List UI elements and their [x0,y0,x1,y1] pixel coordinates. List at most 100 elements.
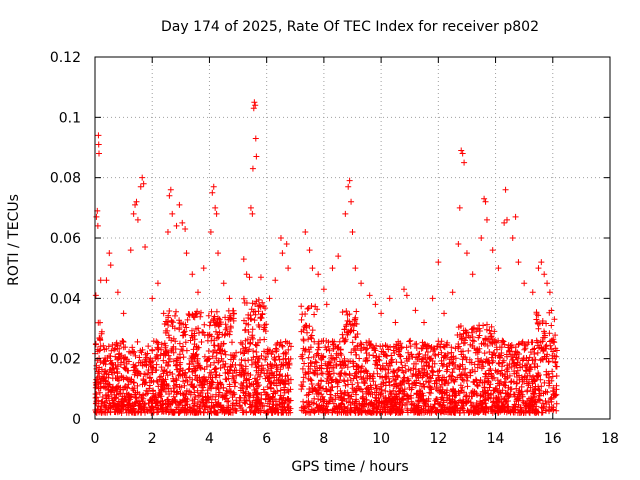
data-point [95,141,102,148]
y-tick-labels: 0 0.02 0.04 0.06 0.08 0.1 0.12 [50,50,81,428]
data-point [412,307,419,314]
data-point [541,271,548,278]
x-tick-label: 2 [148,431,157,447]
data-point [342,210,349,217]
data-point [195,289,201,296]
data-point [133,198,140,205]
data-point [139,174,146,181]
data-point [106,250,113,257]
grid-lines [95,57,610,419]
axis-ticks [94,56,611,420]
data-point [552,391,559,398]
x-tick-label: 8 [319,431,328,447]
data-point [279,250,286,257]
data-point [183,250,190,257]
data-point [538,259,545,266]
data-point [249,210,256,217]
x-tick-label: 16 [544,431,562,447]
data-point [252,102,259,109]
y-tick-label: 0.02 [50,352,81,368]
data-point [352,265,359,272]
data-point [140,180,147,187]
data-point [107,262,114,269]
x-tick-label: 4 [205,431,214,447]
y-axis-label: ROTI / TECUs [6,194,22,286]
data-point [378,310,385,317]
data-point [207,228,214,235]
x-tick-label: 14 [487,431,505,447]
data-point [403,292,410,299]
data-point [358,280,365,287]
data-point [253,153,260,160]
data-point [252,135,259,142]
data-point [348,198,355,205]
data-point-cloud [92,295,560,416]
data-point [212,204,219,211]
data-point [226,295,233,302]
y-tick-label: 0.06 [50,231,81,247]
data-points [92,99,560,416]
data-point [149,295,156,302]
y-tick-label: 0.04 [50,291,81,307]
data-point [96,150,103,157]
data-point [182,225,189,232]
data-point [512,213,519,220]
data-point [114,289,121,296]
data-point [272,277,279,284]
data-point [93,213,100,220]
data-point [213,210,220,217]
data-point [209,189,216,196]
x-tick-label: 12 [429,431,447,447]
data-point [92,292,99,299]
data-point [230,310,237,317]
x-tick-label: 0 [91,431,100,447]
data-point [515,259,522,266]
data-point [546,289,553,296]
data-point [130,210,137,217]
data-point [366,292,373,299]
data-point [481,195,488,202]
data-point [166,192,173,199]
data-point [176,201,183,208]
data-point [132,201,139,208]
data-point [309,265,316,272]
data-point [250,105,257,112]
data-point [502,186,509,193]
data-point [127,247,134,254]
chart-title: Day 174 of 2025, Rate Of TEC Index for r… [161,19,539,35]
data-point [164,228,171,235]
data-point [134,216,141,223]
data-point [459,150,466,157]
data-point [285,265,292,272]
data-point [179,219,186,226]
data-point [120,310,127,317]
data-point [249,165,256,172]
data-point [320,286,327,293]
y-tick-label: 0.12 [50,50,81,66]
data-point [386,295,393,302]
data-point [142,244,149,251]
data-point [306,247,313,254]
data-point [169,210,176,217]
data-point [504,216,510,223]
data-point [154,280,161,287]
data-point [495,265,502,272]
data-point [210,183,217,190]
data-point [257,274,264,281]
data-point [461,159,468,166]
data-point [173,222,180,229]
data-point [97,277,104,284]
data-point [103,277,110,284]
data-point [392,319,399,326]
plot-frame [94,56,611,420]
data-point [455,241,462,248]
data-point [349,228,356,235]
data-point [544,280,551,287]
data-point [458,147,465,154]
data-point [329,265,336,272]
x-tick-label: 10 [372,431,390,447]
data-point [549,355,556,362]
x-tick-label: 6 [262,431,271,447]
data-point [478,235,485,241]
